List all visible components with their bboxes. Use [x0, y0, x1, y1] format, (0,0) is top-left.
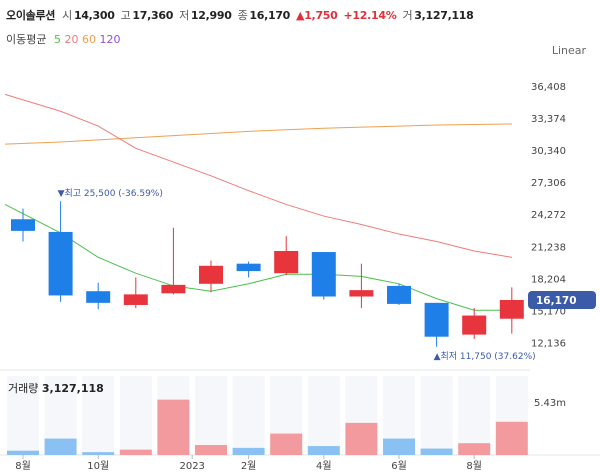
volume-bar — [383, 438, 415, 455]
volume-bar — [345, 422, 378, 455]
volume-column-bg — [119, 376, 152, 455]
volume-axis-label: 5.43m — [534, 398, 566, 409]
volume-column-bg — [307, 376, 340, 455]
scale-selector[interactable]: Linear — [551, 44, 586, 57]
volume-column-bg — [458, 376, 491, 455]
candle-body — [123, 294, 148, 305]
volume-bar — [157, 399, 190, 455]
y-tick-label: 33,374 — [531, 114, 566, 125]
ma5-legend[interactable]: 5 — [53, 33, 61, 46]
ma20-line — [4, 93, 513, 258]
x-tick-label: 2023 — [179, 461, 204, 472]
low-annotation: ▲최저 11,750 (37.62%) — [434, 351, 536, 362]
volume-column-bg — [232, 376, 265, 455]
y-tick-label: 12,136 — [531, 339, 566, 350]
volume-bar — [458, 443, 491, 455]
y-tick-label: 18,204 — [531, 274, 566, 285]
open-value: 14,300 — [73, 8, 115, 22]
candle-body — [86, 291, 111, 303]
volume-bar — [495, 421, 528, 455]
volume-column-bg — [7, 376, 39, 455]
volume-panel-title: 거래량 — [8, 382, 39, 395]
candle-body — [236, 263, 261, 272]
price-header: 오이솔루션 시 14,300 고 17,360 저 12,990 종 16,17… — [6, 6, 480, 24]
y-tick-label: 15,170 — [531, 307, 566, 318]
low-value: 12,990 — [190, 8, 232, 22]
volume-column-bg — [420, 376, 453, 455]
volume-bar — [44, 438, 77, 455]
candle-body — [349, 290, 374, 297]
candle-body — [11, 219, 35, 231]
volume-label: 거 — [402, 9, 413, 22]
volume-bar — [232, 447, 265, 455]
close-value: 16,170 — [249, 8, 291, 22]
y-tick-label: 30,340 — [531, 146, 566, 157]
candle-body — [462, 315, 487, 335]
candle-body — [48, 231, 73, 296]
volume-bar — [420, 448, 453, 455]
current-price-tag — [528, 290, 596, 309]
x-tick-label: 4월 — [316, 460, 332, 472]
y-tick-label: 27,306 — [531, 178, 566, 189]
change-percent: +12.14% — [343, 8, 397, 22]
volume-bar — [119, 449, 152, 455]
candle-body — [424, 302, 449, 337]
close-label: 종 — [237, 9, 248, 22]
high-annotation: ▼최고 25,500 (-36.59%) — [58, 188, 163, 199]
change-value: ▲1,750 — [296, 8, 338, 22]
candle-body — [199, 265, 223, 284]
y-tick-label: 36,408 — [531, 82, 566, 93]
candle-body — [161, 284, 186, 294]
moving-average-legend[interactable]: 이동평균 5 20 60 120 — [6, 31, 120, 47]
x-tick-label: 10월 — [87, 460, 109, 472]
volume-bar — [7, 450, 39, 455]
x-tick-label: 8월 — [466, 460, 482, 472]
high-value: 17,360 — [132, 8, 174, 22]
open-label: 시 — [62, 9, 72, 22]
ma-legend-title: 이동평균 — [6, 33, 47, 46]
y-tick-label: 21,238 — [531, 242, 566, 253]
candle-body — [387, 285, 411, 304]
x-tick-label: 6월 — [391, 460, 407, 472]
candle-body — [274, 250, 299, 274]
low-label: 저 — [179, 9, 189, 22]
y-tick-label: 24,272 — [531, 210, 566, 221]
ma60-line — [4, 123, 513, 145]
volume-column-bg — [195, 376, 227, 455]
volume-bar — [195, 445, 227, 455]
candle-body — [311, 252, 336, 297]
x-tick-label: 8월 — [15, 460, 31, 472]
volume-bar — [82, 452, 115, 455]
volume-panel-label: 거래량 3,127,118 — [8, 380, 104, 396]
volume-column-bg — [82, 376, 115, 455]
x-tick-label: 2월 — [241, 460, 257, 472]
ma60-legend[interactable]: 60 — [81, 33, 96, 46]
volume-bar — [307, 446, 340, 455]
candle-body — [499, 299, 524, 319]
high-label: 고 — [120, 9, 131, 22]
ma20-legend[interactable]: 20 — [64, 33, 79, 46]
volume-bar — [270, 433, 303, 455]
stock-name: 오이솔루션 — [6, 9, 56, 22]
volume-panel-value: 3,127,118 — [41, 382, 104, 395]
volume-value: 3,127,118 — [414, 8, 474, 22]
ma120-legend[interactable]: 120 — [99, 33, 121, 46]
current-price-label: 16,170 — [536, 295, 577, 307]
ma5-line — [4, 203, 512, 311]
